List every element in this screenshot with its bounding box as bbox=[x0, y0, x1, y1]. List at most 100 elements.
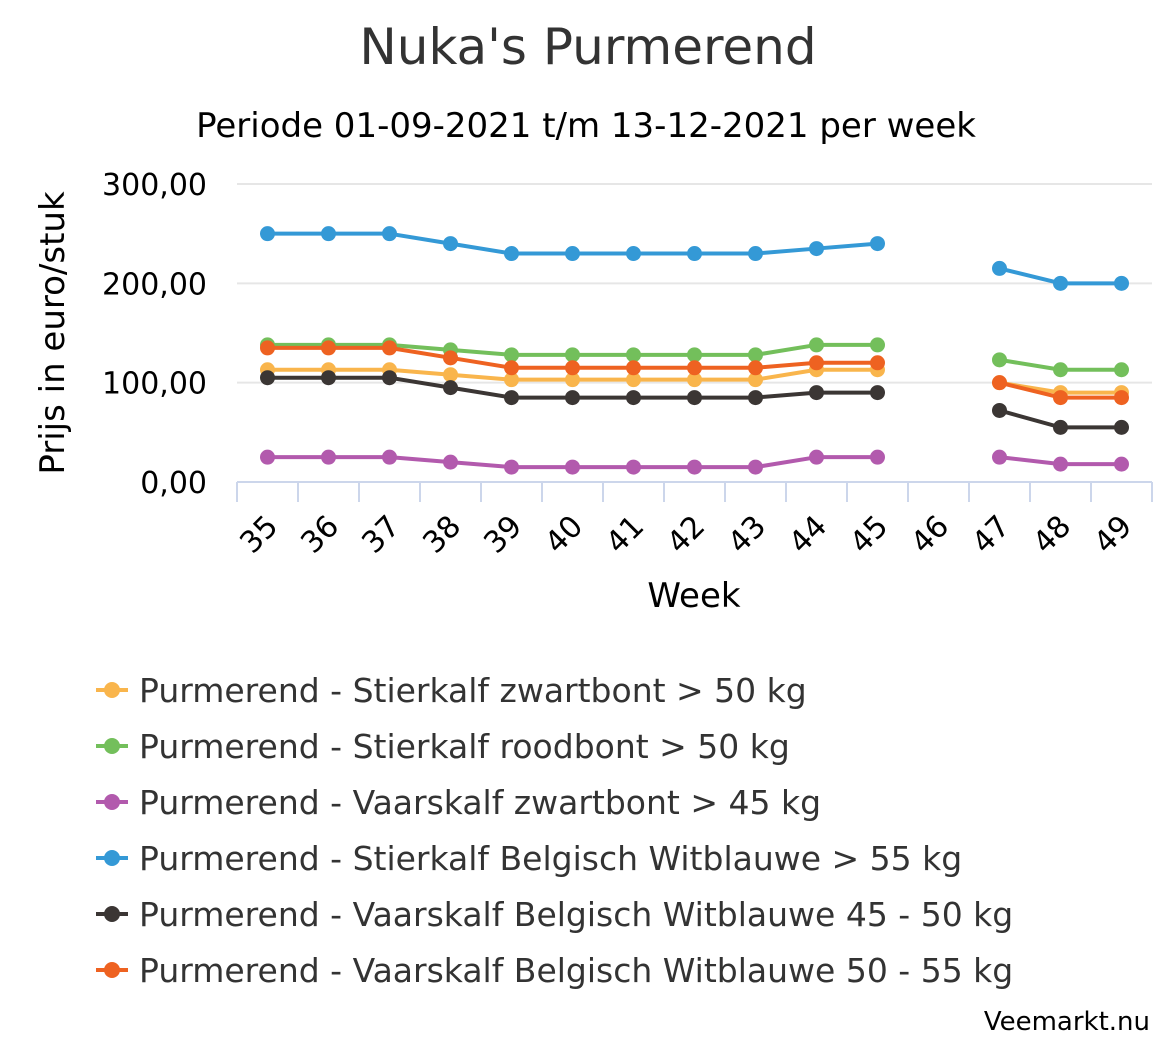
data-point[interactable] bbox=[809, 241, 824, 257]
chart-credit[interactable]: Veemarkt.nu bbox=[984, 1007, 1150, 1037]
data-point[interactable] bbox=[809, 449, 824, 465]
data-point[interactable] bbox=[687, 459, 702, 475]
data-point[interactable] bbox=[626, 390, 641, 406]
data-point[interactable] bbox=[870, 385, 885, 401]
legend-marker bbox=[104, 906, 120, 922]
data-point[interactable] bbox=[687, 372, 702, 388]
data-point[interactable] bbox=[504, 390, 519, 406]
data-point[interactable] bbox=[809, 337, 824, 353]
legend-item[interactable]: Purmerend - Vaarskalf Belgisch Witblauwe… bbox=[96, 951, 1013, 990]
data-point[interactable] bbox=[382, 340, 397, 356]
data-point[interactable] bbox=[443, 236, 458, 252]
data-point[interactable] bbox=[626, 347, 641, 363]
x-tick-label: 37 bbox=[355, 509, 407, 561]
chart-title: Nuka's Purmerend bbox=[359, 18, 816, 76]
x-tick-label: 48 bbox=[1026, 509, 1078, 561]
data-point[interactable] bbox=[687, 360, 702, 376]
data-point[interactable] bbox=[626, 459, 641, 475]
series-5 bbox=[260, 370, 1129, 435]
x-tick-label: 47 bbox=[965, 509, 1017, 561]
data-point[interactable] bbox=[443, 380, 458, 396]
data-point[interactable] bbox=[1053, 275, 1068, 291]
data-point[interactable] bbox=[565, 372, 580, 388]
y-tick-label: 200,00 bbox=[102, 267, 207, 302]
data-point[interactable] bbox=[1053, 456, 1068, 472]
legend-item[interactable]: Purmerend - Stierkalf Belgisch Witblauwe… bbox=[96, 839, 962, 878]
x-tick-label: 38 bbox=[416, 509, 468, 561]
data-point[interactable] bbox=[443, 350, 458, 366]
data-point[interactable] bbox=[321, 340, 336, 356]
data-point[interactable] bbox=[687, 347, 702, 363]
data-point[interactable] bbox=[504, 459, 519, 475]
data-point[interactable] bbox=[504, 347, 519, 363]
data-point[interactable] bbox=[626, 372, 641, 388]
data-point[interactable] bbox=[565, 459, 580, 475]
data-point[interactable] bbox=[687, 390, 702, 406]
y-tick-label: 300,00 bbox=[102, 168, 207, 203]
data-point[interactable] bbox=[809, 355, 824, 371]
x-tick-label: 46 bbox=[904, 509, 956, 561]
data-point[interactable] bbox=[1114, 362, 1129, 378]
y-axis-title: Prijs in euro/stuk bbox=[33, 191, 73, 475]
data-point[interactable] bbox=[1053, 390, 1068, 406]
data-point[interactable] bbox=[748, 246, 763, 262]
data-point[interactable] bbox=[565, 360, 580, 376]
data-point[interactable] bbox=[321, 370, 336, 386]
data-point[interactable] bbox=[1053, 362, 1068, 378]
y-tick-label: 0,00 bbox=[140, 466, 207, 501]
data-point[interactable] bbox=[260, 370, 275, 386]
data-point[interactable] bbox=[626, 360, 641, 376]
data-point[interactable] bbox=[748, 347, 763, 363]
data-point[interactable] bbox=[626, 246, 641, 262]
data-point[interactable] bbox=[260, 340, 275, 356]
data-point[interactable] bbox=[992, 449, 1007, 465]
data-point[interactable] bbox=[443, 454, 458, 470]
legend-label: Purmerend - Vaarskalf Belgisch Witblauwe… bbox=[139, 895, 1013, 934]
data-point[interactable] bbox=[748, 360, 763, 376]
data-point[interactable] bbox=[321, 449, 336, 465]
data-point[interactable] bbox=[1114, 419, 1129, 435]
data-point[interactable] bbox=[1114, 456, 1129, 472]
data-point[interactable] bbox=[260, 449, 275, 465]
data-point[interactable] bbox=[382, 449, 397, 465]
data-point[interactable] bbox=[870, 355, 885, 371]
data-point[interactable] bbox=[992, 352, 1007, 368]
data-point[interactable] bbox=[870, 337, 885, 353]
data-point[interactable] bbox=[870, 236, 885, 252]
data-point[interactable] bbox=[565, 246, 580, 262]
data-point[interactable] bbox=[565, 390, 580, 406]
data-point[interactable] bbox=[382, 370, 397, 386]
series-3 bbox=[260, 449, 1129, 475]
legend-label: Purmerend - Stierkalf zwartbont > 50 kg bbox=[139, 671, 807, 710]
data-point[interactable] bbox=[870, 449, 885, 465]
data-point[interactable] bbox=[809, 385, 824, 401]
data-point[interactable] bbox=[748, 372, 763, 388]
legend-label: Purmerend - Vaarskalf zwartbont > 45 kg bbox=[139, 783, 821, 822]
data-point[interactable] bbox=[1053, 419, 1068, 435]
legend-item[interactable]: Purmerend - Stierkalf zwartbont > 50 kg bbox=[96, 671, 807, 710]
series-layer bbox=[260, 226, 1129, 475]
data-point[interactable] bbox=[504, 372, 519, 388]
data-point[interactable] bbox=[504, 360, 519, 376]
data-point[interactable] bbox=[260, 226, 275, 242]
legend-item[interactable]: Purmerend - Stierkalf roodbont > 50 kg bbox=[96, 727, 790, 766]
legend-marker bbox=[104, 794, 120, 810]
data-point[interactable] bbox=[321, 226, 336, 242]
legend-item[interactable]: Purmerend - Vaarskalf Belgisch Witblauwe… bbox=[96, 895, 1013, 934]
legend-item[interactable]: Purmerend - Vaarskalf zwartbont > 45 kg bbox=[96, 783, 821, 822]
data-point[interactable] bbox=[443, 367, 458, 383]
data-point[interactable] bbox=[992, 260, 1007, 276]
data-point[interactable] bbox=[992, 402, 1007, 418]
legend-marker bbox=[104, 850, 120, 866]
data-point[interactable] bbox=[382, 226, 397, 242]
data-point[interactable] bbox=[565, 347, 580, 363]
data-point[interactable] bbox=[992, 375, 1007, 391]
data-point[interactable] bbox=[1114, 390, 1129, 406]
data-point[interactable] bbox=[687, 246, 702, 262]
data-point[interactable] bbox=[748, 390, 763, 406]
x-tick-label: 49 bbox=[1087, 509, 1139, 561]
data-point[interactable] bbox=[504, 246, 519, 262]
data-point[interactable] bbox=[1114, 275, 1129, 291]
data-point[interactable] bbox=[748, 459, 763, 475]
